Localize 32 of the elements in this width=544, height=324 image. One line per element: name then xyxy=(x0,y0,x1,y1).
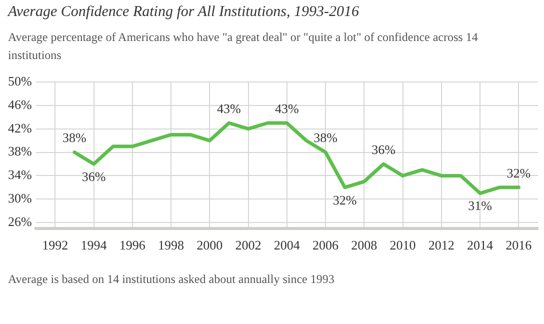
annotation: 43% xyxy=(217,100,242,116)
x-tick-label: 1996 xyxy=(119,238,146,253)
x-tick-label: 2008 xyxy=(351,238,378,253)
annotation: 36% xyxy=(372,142,396,157)
x-tick-label: 2016 xyxy=(506,238,532,253)
annotation: 38% xyxy=(62,130,87,146)
x-tick-label: 2012 xyxy=(428,238,454,253)
y-tick-label: 34% xyxy=(8,167,32,182)
x-tick-label: 1994 xyxy=(80,238,108,253)
y-tick-label: 30% xyxy=(8,190,32,206)
x-tick-label: 2006 xyxy=(312,238,340,253)
text: Average is based on 14 institutions asked about annually since 1993 xyxy=(8,272,334,287)
chart-subtitle: Average percentage of Americans who have "a great deal" or "quite a lot" of confidence across 14 institutions xyxy=(8,29,479,64)
x-tick-label: 1992 xyxy=(42,238,68,253)
x-tick-label: 2000 xyxy=(196,238,223,253)
y-tick-label: 46% xyxy=(8,96,32,112)
x-tick-label: 2002 xyxy=(235,238,262,253)
y-tick-label: 50% xyxy=(8,73,32,88)
annotation: 38% xyxy=(314,130,338,146)
chart-title: Average Confidence Rating for All Institutions, 1993-2016 xyxy=(8,4,359,21)
x-tick-label: 2004 xyxy=(274,238,300,253)
y-tick-label: 42% xyxy=(8,120,32,136)
annotation: 32% xyxy=(506,165,531,180)
annotation: 43% xyxy=(274,100,299,116)
annotation: 36% xyxy=(82,168,106,184)
x-tick-label: 2014 xyxy=(467,238,494,253)
y-tick-label: 38% xyxy=(8,144,32,159)
annotation: 32% xyxy=(332,192,357,208)
y-tick-label: 26% xyxy=(8,214,32,229)
x-tick-label: 2010 xyxy=(390,238,416,253)
x-tick-label: 1998 xyxy=(158,238,184,253)
annotation: 31% xyxy=(468,198,492,214)
